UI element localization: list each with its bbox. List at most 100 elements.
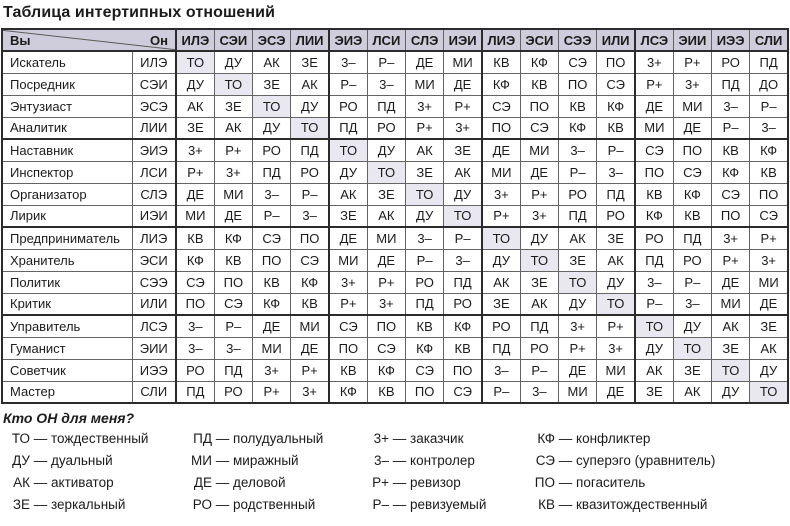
legend-item-code: Р+ [372,475,389,490]
relation-cell: ДУ [672,314,713,338]
legend-dash: — [30,475,52,490]
relation-cell: Р– [557,160,598,184]
relation-cell: ЗЕ [596,226,637,250]
relation-cell: 3+ [366,292,407,316]
relation-cell: 3– [443,248,484,272]
relation-cell: Р– [634,292,674,316]
legend-column-3: 3+ — заказчик 3– — контролер Р+ — ревизор Р… [362,428,528,516]
relation-cell: ТО [672,336,713,360]
relation-cell: ЗЕ [366,182,407,206]
legend-item-code: МИ [191,453,212,468]
relation-cell: ЗЕ [251,72,292,96]
relation-cell: ДУ [596,270,637,294]
legend-dash: — [389,475,411,490]
relation-cell: СЭ [175,270,215,294]
table-row-ЛСЭ: Управитель ЛСЭ 3– Р– ДЕ МИ СЭ ПО КВ КФ РО ПД 3+ Р+ ТО Д… [1,314,789,338]
relation-cell: РО [404,270,445,294]
column-header-СЭИ: СЭИ [213,28,254,52]
row-name: Гуманист [1,336,133,360]
row-type-code: ЭИИ [131,336,177,360]
legend-item: ДЕ — деловой [185,472,362,494]
relation-cell: КВ [404,314,445,338]
relation-cell: СЭ [557,50,598,74]
legend-item: МИ — миражный [185,450,362,472]
legend-item: 3– — контролер [362,450,528,472]
relation-cell: КФ [213,226,254,250]
relation-cell: Р+ [672,50,713,74]
relation-cell: 3+ [749,248,789,272]
relation-cell: КФ [672,182,713,206]
relation-cell: ПД [404,292,445,316]
relation-cell: СЭ [596,72,637,96]
relation-cell: КВ [175,226,215,250]
relation-cell: 3+ [404,94,445,118]
relation-cell: Р– [366,50,407,74]
relation-cell: ЗЕ [557,248,598,272]
relation-cell: МИ [634,116,674,140]
relation-cell: ДЕ [175,182,215,206]
relation-cell: РО [175,358,215,382]
relation-cell: ДУ [404,204,445,228]
relation-cell: ПД [634,248,674,272]
column-header-СЛЭ: СЛЭ [404,28,445,52]
relation-cell: ПД [557,204,598,228]
legend-item-name: миражный [233,453,299,468]
relation-cell: ЗЕ [213,94,254,118]
relation-cell: КВ [251,270,292,294]
relation-cell: КВ [596,116,637,140]
relation-cell: Р+ [710,248,751,272]
row-name: Советчик [1,358,133,382]
legend-column-4: КФ — конфликтер СЭ — суперэго (уравнитель… [528,428,790,516]
relation-cell: 3+ [596,336,637,360]
row-name: Наставник [1,138,133,162]
legend-item-code: ТО [11,431,30,446]
relation-cell: ПО [672,138,713,162]
relation-cell: 3– [175,336,215,360]
legend-dash: — [555,453,577,468]
row-name: Искатель [1,50,133,74]
relation-cell: Р+ [404,116,445,140]
relation-cell: СЭ [290,248,331,272]
legend-item: КВ — квазитождественный [528,494,790,516]
column-header-ЭСИ: ЭСИ [519,28,560,52]
legend-dash: — [212,431,234,446]
relation-cell: КФ [710,160,751,184]
relation-cell: КВ [519,72,560,96]
relation-cell: ДЕ [443,72,484,96]
legend-item-name: контролер [410,453,475,468]
row-name: Лирик [1,204,133,228]
legend-item-code: ПО [534,475,555,490]
relation-cell: КВ [366,380,407,404]
relation-cell: МИ [328,248,368,272]
relation-cell: ПД [519,314,560,338]
column-header-ЭИЭ: ЭИЭ [328,28,368,52]
relation-cell: КФ [596,94,637,118]
relation-cell: ТО [481,226,521,250]
legend-item-name: деловой [233,475,286,490]
relation-cell: Р+ [328,292,368,316]
relation-cell: РО [710,50,751,74]
row-type-code: ЛИЭ [131,226,177,250]
relation-cell: 3– [519,380,560,404]
legend-item-code: КФ [537,431,555,446]
relation-cell: ЗЕ [749,314,789,338]
relation-cell: Р– [328,72,368,96]
relation-cell: ДЕ [710,270,751,294]
relation-cell: ТО [634,314,674,338]
relation-cell: ПД [596,182,637,206]
row-type-code: ЛИИ [131,116,177,140]
relation-cell: РО [557,182,598,206]
relation-cell: Р+ [251,380,292,404]
relation-cell: Р+ [634,72,674,96]
diagonal-divider-line [3,30,175,50]
table-row-ИЛЭ: Искатель ИЛЭ ТО ДУ АК ЗЕ 3– Р– ДЕ МИ КВ КФ СЭ ПО 3+ Р+ Р… [1,50,789,74]
relation-cell: ДЕ [519,160,560,184]
row-type-code: ИЛИ [131,292,177,316]
relation-cell: ДУ [749,358,789,382]
relation-cell: 3– [251,182,292,206]
relation-cell: ПО [519,94,560,118]
relation-cell: 3+ [481,182,521,206]
legend-item-name: ревизор [410,475,461,490]
relation-cell: РО [672,248,713,272]
relation-cell: АК [634,358,674,382]
